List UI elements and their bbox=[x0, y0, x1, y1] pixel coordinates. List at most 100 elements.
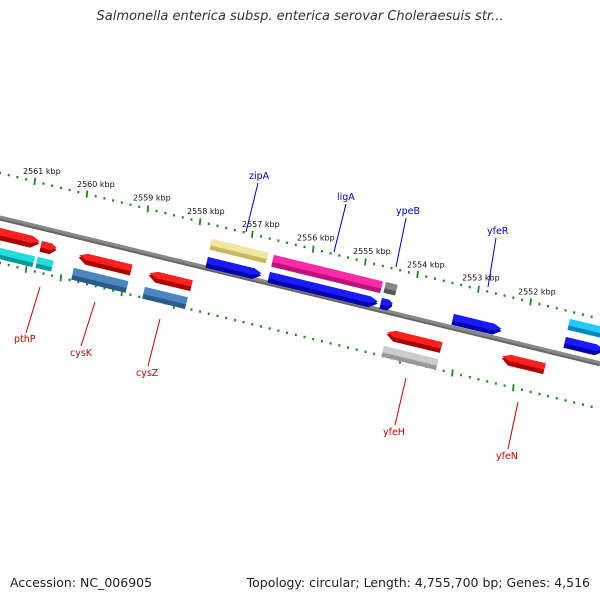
outer-track-major-tick bbox=[198, 218, 202, 226]
outer-track-dot bbox=[486, 290, 489, 293]
inner-track-dot bbox=[16, 266, 19, 269]
gene-left2-cds bbox=[39, 241, 57, 255]
gene-label-leader bbox=[245, 182, 259, 233]
gene-features bbox=[0, 227, 600, 375]
gene-label-yfeR: yfeR bbox=[487, 226, 509, 237]
gene-left-cds bbox=[0, 227, 40, 248]
outer-track-dot bbox=[59, 186, 62, 189]
outer-track-major-tick bbox=[364, 258, 367, 266]
outer-track-dot bbox=[268, 237, 271, 240]
outer-track-dot bbox=[225, 226, 228, 230]
outer-tick-track bbox=[0, 171, 593, 318]
gene-left-cds-body bbox=[0, 227, 40, 243]
outer-track-dot bbox=[294, 243, 297, 247]
outer-track-dot bbox=[77, 190, 80, 194]
gene-yfeR-cds-body bbox=[452, 314, 502, 331]
inner-track-dot bbox=[42, 272, 45, 275]
outer-track-dot bbox=[373, 262, 376, 266]
outer-track-dot bbox=[451, 281, 454, 285]
inner-track-dot bbox=[277, 329, 280, 332]
inner-track-dot bbox=[242, 320, 245, 324]
inner-track-dot bbox=[486, 380, 489, 383]
inner-track-dot bbox=[564, 399, 567, 402]
inner-track-dot bbox=[190, 308, 193, 311]
scale-label: 2553 kbp bbox=[462, 274, 500, 283]
inner-track-dot bbox=[373, 352, 376, 356]
outer-track-dot bbox=[120, 201, 123, 204]
scale-label: 2556 kbp bbox=[297, 234, 335, 243]
outer-track-dot bbox=[329, 252, 332, 255]
outer-track-dot bbox=[381, 264, 384, 268]
gene-label-yfeN: yfeN bbox=[496, 451, 518, 462]
scale-label: 2559 kbp bbox=[133, 194, 171, 203]
gene-ypeB-feature-body bbox=[384, 282, 398, 292]
outer-track-dot bbox=[7, 173, 10, 177]
inner-track-dot bbox=[7, 263, 10, 267]
gene-label-leader bbox=[333, 203, 347, 253]
inner-track-dot bbox=[225, 316, 228, 320]
inner-track-dot bbox=[442, 369, 445, 373]
outer-track-dot bbox=[129, 203, 132, 206]
inner-track-major-tick bbox=[59, 274, 63, 282]
gene-label-leader bbox=[80, 301, 96, 347]
outer-track-dot bbox=[42, 182, 45, 185]
gene-zipA-cds-body bbox=[206, 257, 262, 275]
inner-track-dot bbox=[129, 293, 132, 296]
outer-track-dot bbox=[399, 269, 402, 272]
outer-track-major-tick bbox=[311, 245, 315, 253]
gene-right-cds bbox=[563, 337, 600, 356]
gene-pthP-feature-body bbox=[0, 247, 35, 263]
outer-track-major-tick bbox=[477, 285, 480, 293]
outer-track-dot bbox=[277, 239, 280, 242]
inner-track-dot bbox=[207, 312, 210, 315]
gene-cysK-cds bbox=[78, 253, 133, 276]
outer-track-dot bbox=[581, 313, 584, 316]
outer-track-major-tick bbox=[251, 230, 254, 238]
inner-track-dot bbox=[312, 337, 315, 341]
outer-track-dot bbox=[155, 209, 158, 213]
outer-track-dot bbox=[103, 197, 106, 200]
outer-track-dot bbox=[407, 271, 410, 274]
gene-cysZ-feature-body bbox=[143, 287, 188, 305]
gene-yfeR-cds bbox=[451, 314, 502, 335]
inner-track-dot bbox=[268, 327, 271, 330]
scale-label: 2555 kbp bbox=[353, 247, 391, 256]
inner-track-dot bbox=[138, 295, 141, 299]
map-title: Salmonella enterica subsp. enterica sero… bbox=[96, 9, 504, 24]
outer-track-dot bbox=[564, 309, 567, 312]
outer-track-dot bbox=[286, 241, 289, 244]
outer-track-major-tick bbox=[529, 298, 532, 306]
gene-cysK-cds-body bbox=[79, 253, 133, 272]
inner-track-dot bbox=[460, 373, 463, 377]
outer-track-dot bbox=[460, 283, 463, 287]
gene-zipA-feature bbox=[209, 239, 269, 264]
outer-track-dot bbox=[112, 199, 115, 202]
inner-track-dot bbox=[216, 314, 219, 318]
outer-track-dot bbox=[547, 304, 550, 308]
scale-label: 2558 kbp bbox=[187, 207, 225, 216]
outer-track-major-tick bbox=[33, 177, 37, 186]
inner-track-dot bbox=[521, 388, 523, 392]
gene-label-cysZ: cysZ bbox=[136, 368, 159, 379]
gene-cysK-feature bbox=[71, 268, 129, 293]
inner-track-dot bbox=[199, 310, 202, 313]
gene-label-yfeH: yfeH bbox=[383, 427, 405, 438]
inner-track-major-tick bbox=[24, 265, 28, 273]
outer-track-dot bbox=[303, 245, 306, 249]
gene-yfeH-feature-body bbox=[382, 346, 439, 366]
scale-label: 2560 kbp bbox=[77, 180, 115, 189]
inner-track-dot bbox=[468, 375, 471, 379]
accession-text: Accession: NC_006905 bbox=[10, 575, 153, 590]
inner-track-dot bbox=[338, 344, 341, 347]
gene-pthP2-feature-body bbox=[36, 257, 54, 268]
outer-track-dot bbox=[216, 224, 219, 228]
outer-track-dot bbox=[494, 292, 497, 295]
outer-track-major-tick bbox=[85, 190, 89, 198]
gene-ligA-cds-body bbox=[268, 272, 379, 303]
outer-track-dot bbox=[173, 214, 175, 217]
outer-track-dot bbox=[207, 222, 210, 225]
gene-yfeN-cds-body bbox=[502, 354, 546, 370]
outer-track-dot bbox=[181, 216, 184, 219]
gene-cysZ-cds bbox=[148, 271, 193, 292]
